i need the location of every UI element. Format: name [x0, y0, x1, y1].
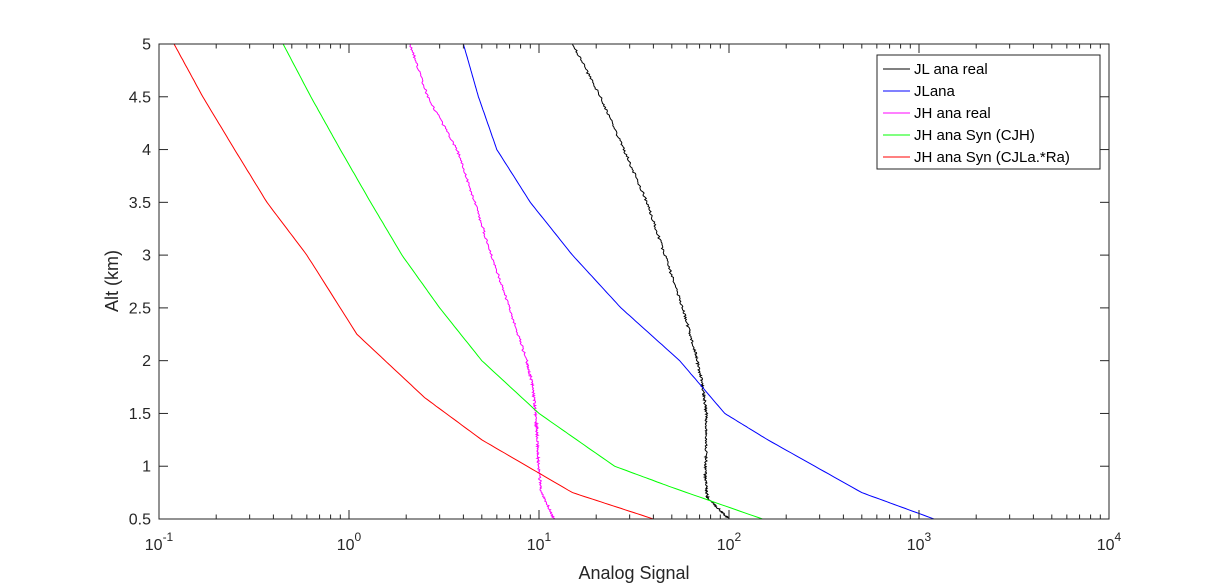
axes-box [158, 43, 1110, 520]
series-layer [173, 43, 935, 520]
y-tick-label: 1 [142, 459, 151, 476]
x-tick-label: 101 [527, 530, 552, 554]
legend: JL ana real JLana JH ana real JH ana Syn (C… [876, 54, 1101, 170]
series-line-5 [173, 43, 654, 520]
x-tick-label: 102 [717, 530, 742, 554]
y-tick-label: 2.5 [129, 300, 151, 317]
series-line-1 [572, 43, 730, 520]
x-tick-label: 10-1 [145, 530, 174, 554]
series-line-4 [282, 43, 763, 520]
legend-entry-2: JLana [914, 83, 956, 100]
legend-box [876, 54, 1101, 170]
legend-entry-1: JL ana real [914, 61, 988, 78]
y-tick-label: 2 [142, 353, 151, 370]
x-tick-label: 100 [337, 530, 362, 554]
series-line-3 [409, 43, 556, 520]
series-line-2 [462, 43, 935, 520]
y-tick-label: 3 [142, 248, 151, 265]
x-axis-label: Analog Signal [578, 563, 689, 583]
x-tick-labels: 10-1 100 101 102 103 104 [145, 530, 1122, 554]
legend-entry-4: JH ana Syn (CJH) [914, 127, 1035, 144]
y-tick-labels: 0.5 1 1.5 2 2.5 3 3.5 4 4.5 5 [129, 37, 151, 529]
y-tick-label: 4 [142, 142, 151, 159]
legend-entry-5: JH ana Syn (CJLa.*Ra) [914, 149, 1070, 166]
y-tick-label: 5 [142, 37, 151, 54]
y-tick-label: 3.5 [129, 195, 151, 212]
x-tick-label: 104 [1097, 530, 1122, 554]
x-tick-label: 103 [907, 530, 932, 554]
y-tick-label: 1.5 [129, 406, 151, 423]
tick-layer [158, 43, 1110, 520]
y-tick-label: 0.5 [129, 512, 151, 529]
y-axis-label: Alt (km) [102, 250, 122, 312]
legend-entry-3: JH ana real [914, 105, 991, 122]
y-tick-label: 4.5 [129, 89, 151, 106]
